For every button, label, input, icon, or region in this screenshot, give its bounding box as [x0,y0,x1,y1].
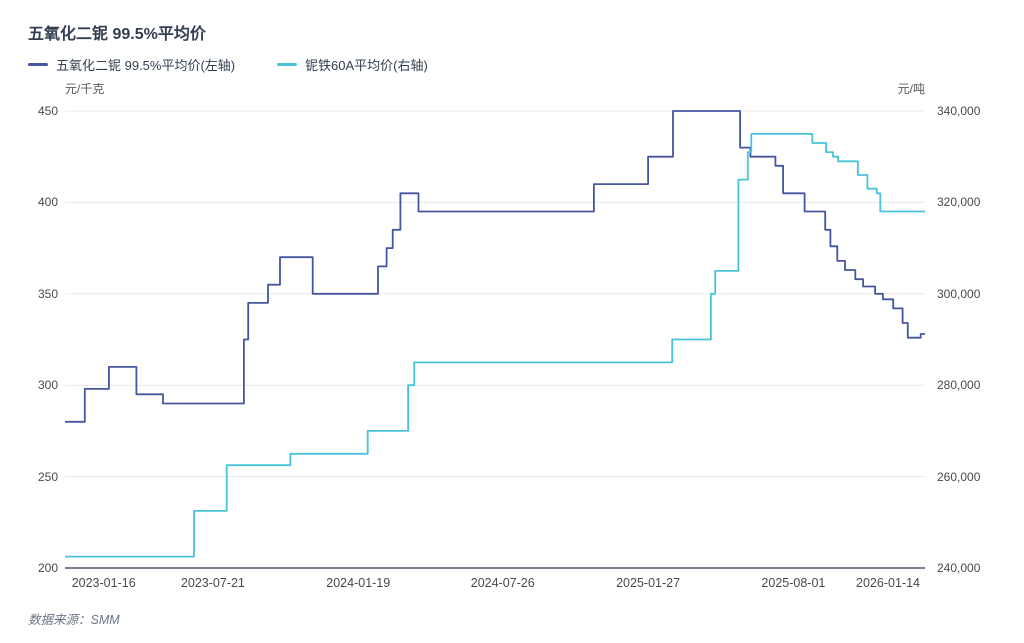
chart-title: 五氧化二铌 99.5%平均价 [28,26,206,43]
legend-item-fenb60a: 铌铁60A平均价(右轴) [277,56,428,73]
legend-line-swatch-fenb60a-icon [277,62,297,66]
data-source-note: 数据来源：SMM [28,613,120,627]
x-axis-tick-label: 2025-08-01 [761,576,826,590]
y-axis-tick-label-right: 300,000 [937,286,981,301]
x-axis-tick-label: 2025-01-27 [616,576,681,590]
x-axis-tick-label: 2023-07-21 [180,576,245,590]
y-axis-tick-label-left: 250 [37,469,58,484]
y-axis-tick-label-left: 450 [37,104,58,118]
legend-label-fenb60a: 铌铁60A平均价(右轴) [305,57,428,73]
legend-line-swatch-nb2o5-icon [28,62,48,66]
x-axis-tick-label: 2023-01-16 [71,576,136,590]
y-axis-tick-label-right: 260,000 [937,469,981,484]
x-axis-tick-label: 2026-01-14 [856,576,920,590]
y-axis-tick-label-right: 340,000 [937,104,981,118]
legend-item-nb2o5: 五氧化二铌 99.5%平均价(左轴) [28,56,236,73]
y-axis-tick-label-right: 280,000 [937,378,981,393]
legend-label-nb2o5: 五氧化二铌 99.5%平均价(左轴) [56,57,236,73]
y-axis-tick-label-right: 320,000 [937,195,981,210]
x-axis-tick-label: 2024-01-19 [326,576,391,590]
y-axis-tick-label-left: 200 [37,561,58,575]
left-axis-unit: 元/千克 [65,82,105,96]
y-axis-tick-label-left: 400 [37,195,58,210]
series-line-fenb60a [65,133,925,558]
series-line-nb2o5 [65,110,925,423]
y-axis-tick-label-left: 300 [37,378,58,393]
y-axis-tick-label-right: 240,000 [937,561,981,575]
right-axis-unit: 元/吨 [897,82,925,96]
x-axis-tick-label: 2024-07-26 [470,576,535,590]
y-axis-tick-label-left: 350 [37,286,58,301]
